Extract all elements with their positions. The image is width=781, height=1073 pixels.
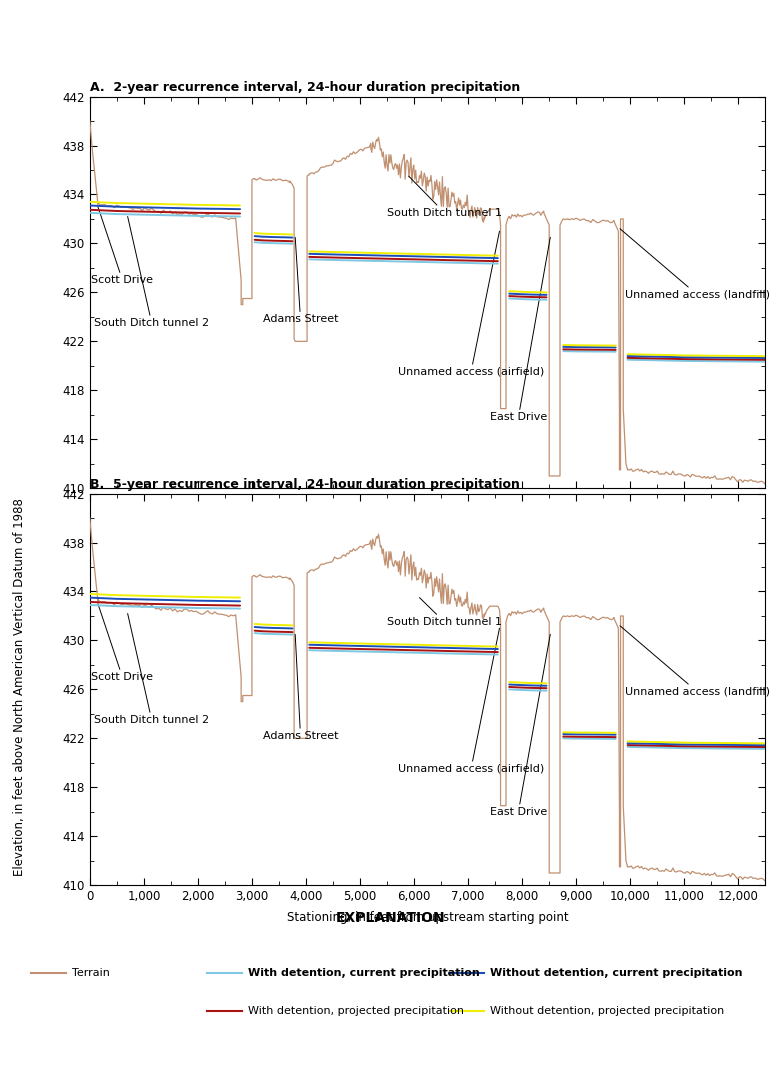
Text: EXPLANATION: EXPLANATION: [336, 911, 445, 925]
Text: East Drive: East Drive: [490, 634, 551, 817]
Text: Unnamed access (airfield): Unnamed access (airfield): [398, 231, 544, 377]
Text: With detention, projected precipitation: With detention, projected precipitation: [248, 1005, 465, 1016]
Text: South Ditch tunnel 1: South Ditch tunnel 1: [387, 176, 502, 218]
Text: Adams Street: Adams Street: [262, 634, 338, 741]
Text: Without detention, projected precipitation: Without detention, projected precipitati…: [490, 1005, 725, 1016]
Text: Terrain: Terrain: [72, 968, 109, 979]
Text: Unnamed access (airfield): Unnamed access (airfield): [398, 628, 544, 774]
Text: Without detention, current precipitation: Without detention, current precipitation: [490, 968, 743, 979]
Text: With detention, current precipitation: With detention, current precipitation: [248, 968, 480, 979]
X-axis label: Stationing, in feet from upstream starting point: Stationing, in feet from upstream starti…: [287, 911, 569, 925]
Text: South Ditch tunnel 2: South Ditch tunnel 2: [95, 614, 209, 725]
Text: South Ditch tunnel 1: South Ditch tunnel 1: [387, 598, 502, 627]
Text: East Drive: East Drive: [490, 237, 551, 423]
Text: Elevation, in feet above North American Vertical Datum of 1988: Elevation, in feet above North American …: [13, 498, 26, 876]
Text: A.  2-year recurrence interval, 24-hour duration precipitation: A. 2-year recurrence interval, 24-hour d…: [90, 82, 520, 94]
Text: Scott Drive: Scott Drive: [91, 604, 153, 682]
Text: South Ditch tunnel 2: South Ditch tunnel 2: [95, 217, 209, 328]
Text: Unnamed access (landfill): Unnamed access (landfill): [620, 229, 770, 299]
Text: Unnamed access (landfill): Unnamed access (landfill): [620, 626, 770, 696]
Text: Scott Drive: Scott Drive: [91, 207, 153, 285]
Text: B.  5-year recurrence interval, 24-hour duration precipitation: B. 5-year recurrence interval, 24-hour d…: [90, 479, 519, 491]
Text: Adams Street: Adams Street: [262, 237, 338, 324]
